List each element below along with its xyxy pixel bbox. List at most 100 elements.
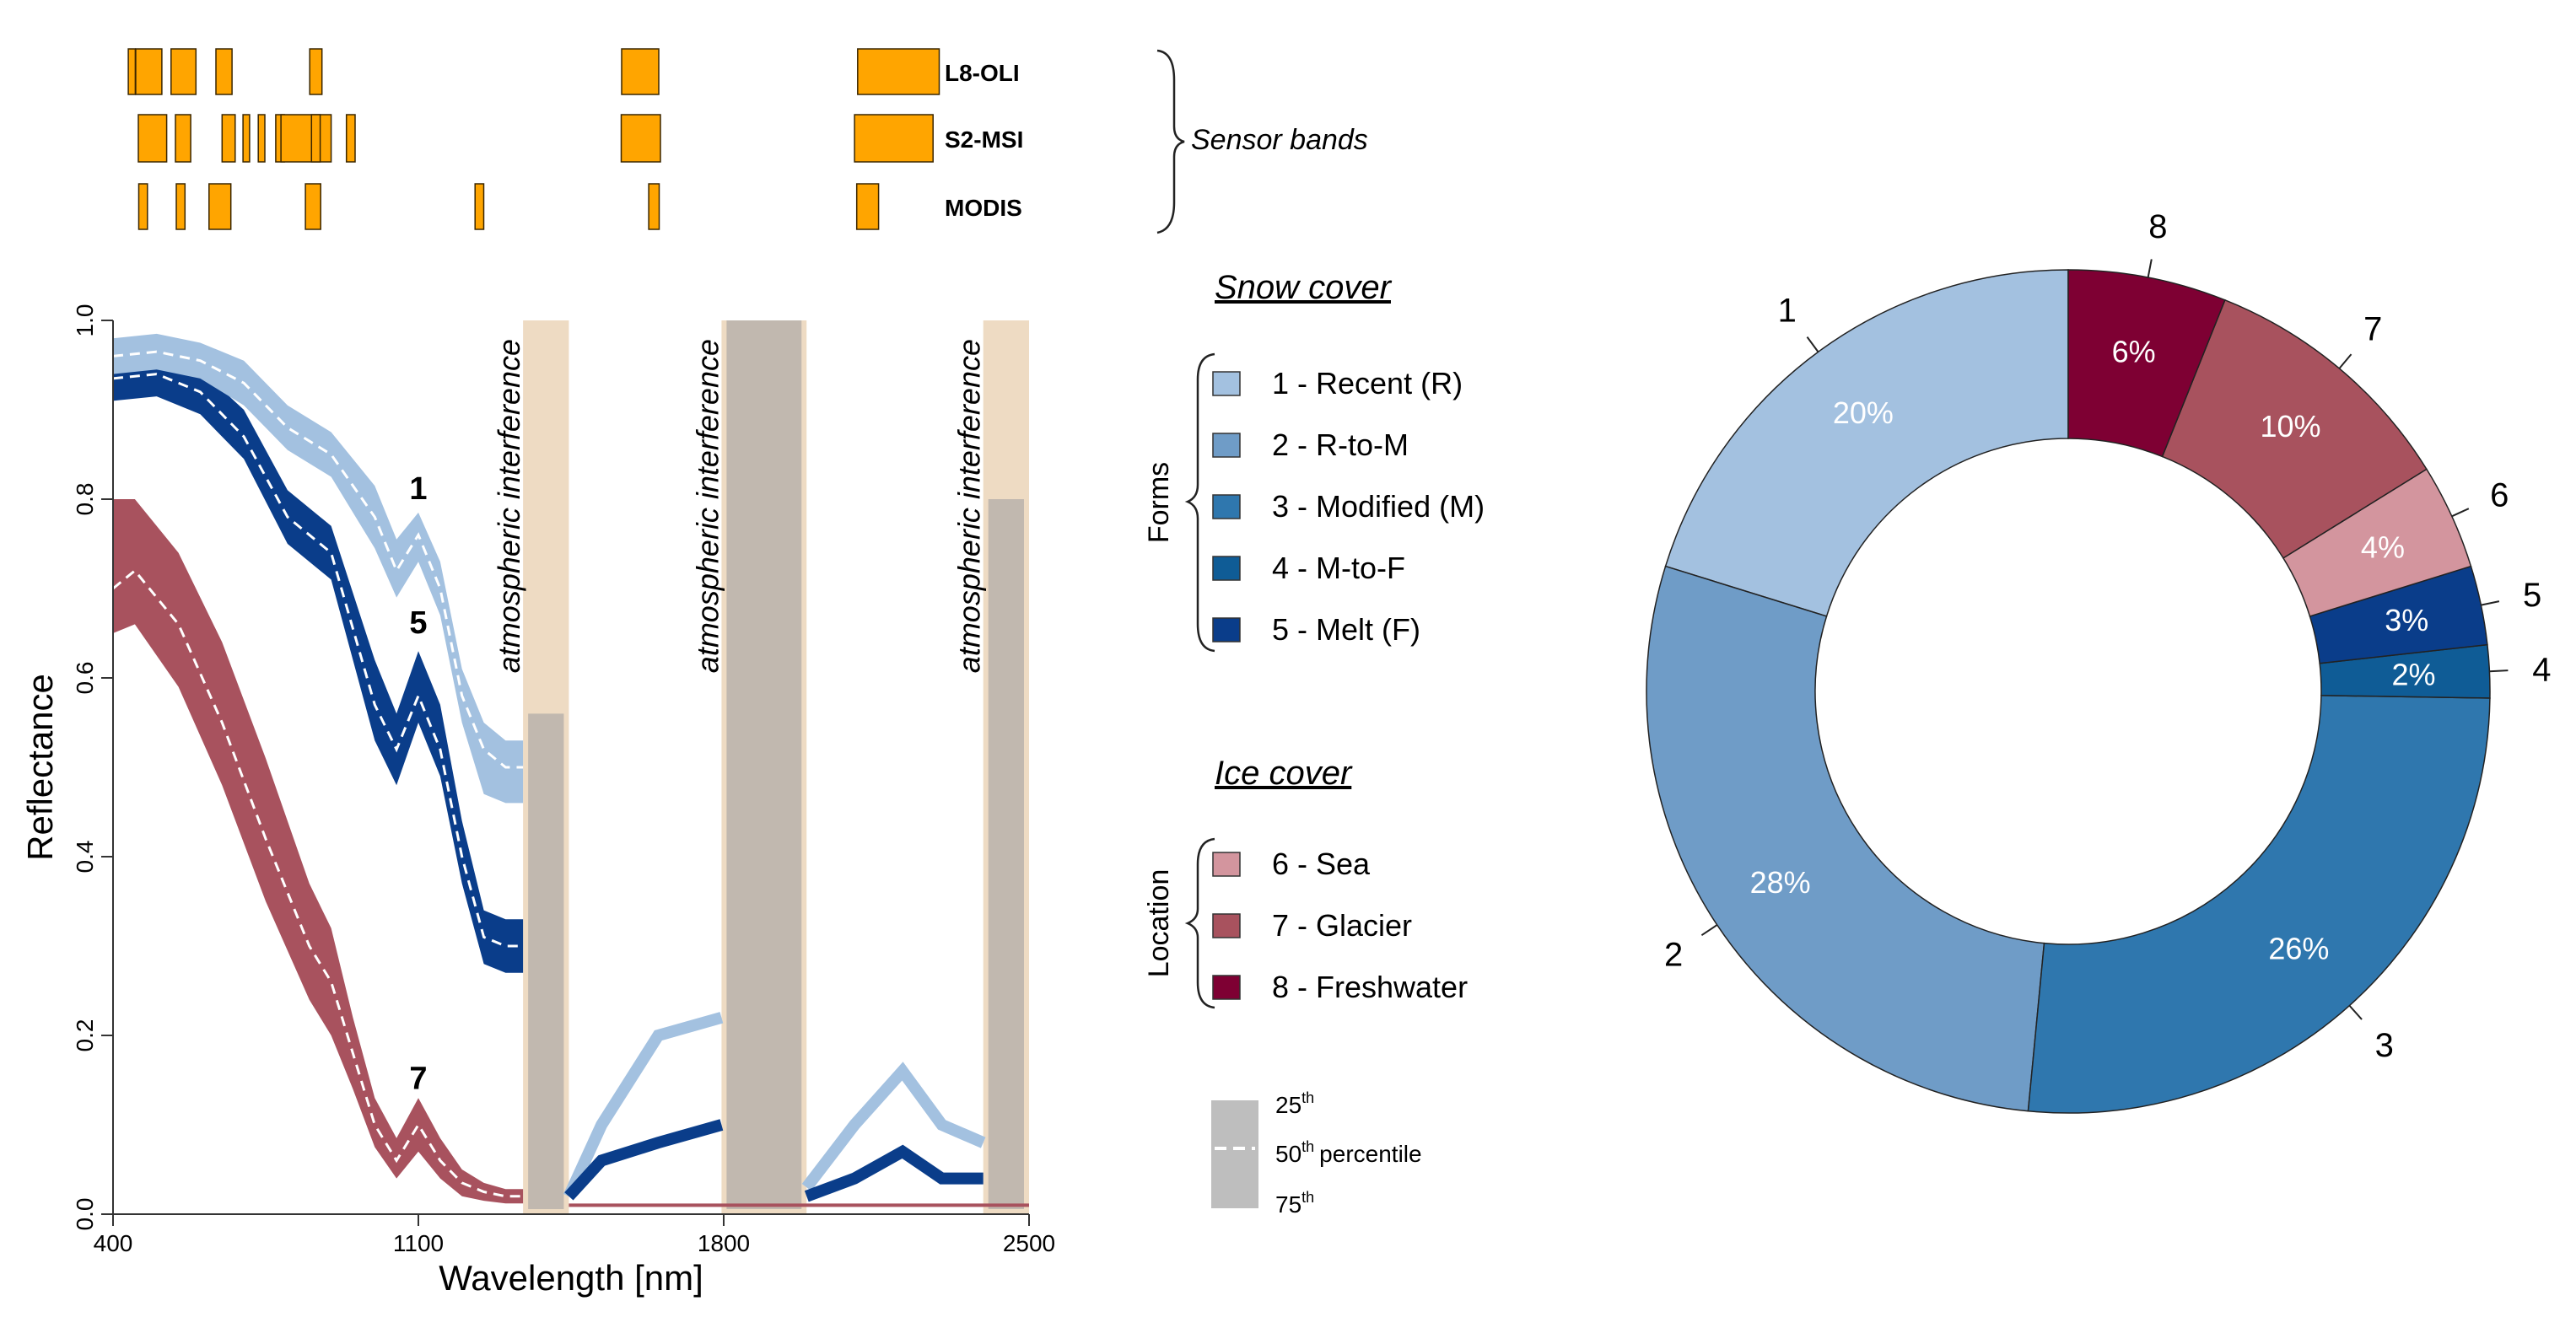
noise-overlay-3 <box>988 499 1024 1209</box>
y-tick-label-5: 1.0 <box>72 304 98 337</box>
axes: 400 1100 1800 2500 0.0 0.2 0.4 0.6 0.8 1.0 <box>72 304 1055 1256</box>
sensor-band-modis-2 <box>175 183 186 230</box>
y-tick-label-3: 0.6 <box>72 662 98 695</box>
atmospheric-band-1 <box>523 320 569 1214</box>
atmospheric-label-2: atmospheric interference <box>690 339 725 673</box>
donut-category-4: 4 <box>2532 651 2551 688</box>
donut-tick-5 <box>2481 600 2500 606</box>
x-tick-label-2500: 2500 <box>1003 1230 1055 1256</box>
snow-forms-brace <box>1184 352 1215 653</box>
percentile-75: 75th <box>1275 1189 1314 1218</box>
snow-legend-label-3: 3 - Modified (M) <box>1272 489 1485 524</box>
x-axis-label: Wavelength [nm] <box>439 1258 703 1298</box>
ice-legend-label-6: 6 - Sea <box>1272 847 1371 881</box>
series-tail-1 <box>563 1012 724 1199</box>
snow-legend-swatch-3 <box>1212 494 1241 519</box>
donut-value-4: 2% <box>2392 657 2436 691</box>
y-tick-label-4: 0.8 <box>72 483 98 516</box>
sensor-band-l8-oli-2 <box>135 48 163 95</box>
atmospheric-band-3 <box>983 320 1029 1214</box>
series-label-1: 1 <box>409 471 427 507</box>
donut-slice-2 <box>1646 565 2045 1112</box>
donut-value-5: 3% <box>2385 603 2428 637</box>
sensor-band-s2-msi-3 <box>221 114 236 163</box>
series-band-7 <box>113 499 524 1204</box>
snow-legend-swatch-2 <box>1212 433 1241 458</box>
donut-slice-8 <box>2067 269 2226 458</box>
sensor-band-l8-oli-4 <box>215 48 233 95</box>
x-tick-label-400: 400 <box>94 1230 133 1256</box>
donut-tick-2 <box>1700 924 1718 936</box>
donut-category-3: 3 <box>2375 1027 2394 1064</box>
donut-category-1: 1 <box>1778 292 1797 329</box>
series-median-7 <box>112 568 524 1198</box>
sensor-band-s2-msi-1 <box>137 114 168 163</box>
series-band-1 <box>113 333 524 804</box>
series-tail2-5 <box>804 1144 984 1202</box>
donut-chart: 20% 1 28% 2 26% 3 2% 4 3% 5 4% 6 10% 7 6% 8 <box>1646 208 2551 1114</box>
ice-location-brace <box>1184 837 1215 1009</box>
donut-value-3: 26% <box>2268 932 2329 966</box>
snow-legend-label-1: 1 - Recent (R) <box>1272 366 1463 401</box>
ice-legend-swatch-8 <box>1212 975 1241 1000</box>
y-tick-label-0: 0.0 <box>72 1198 98 1231</box>
sensor-band-l8-oli-5 <box>309 48 323 95</box>
x-tick-label-1100: 1100 <box>393 1230 444 1256</box>
sensor-band-s2-msi-5 <box>257 114 266 163</box>
sensor-band-s2-msi-10 <box>620 114 661 163</box>
sensor-band-s2-msi-2 <box>175 114 191 163</box>
sensor-name-modis: MODIS <box>945 195 1022 221</box>
series-tail-5 <box>564 1119 724 1201</box>
atmospheric-label-3: atmospheric interference <box>952 339 987 673</box>
sensor-band-modis-1 <box>137 183 148 230</box>
reflectance-plot: 7 5 1 atmospheric interference atmospheric … <box>20 304 1055 1298</box>
sensor-brace <box>1156 49 1185 234</box>
snow-legend-label-2: 2 - R-to-M <box>1272 427 1409 462</box>
sensor-name-s2-msi: S2-MSI <box>945 126 1023 153</box>
ice-legend-label-8: 8 - Freshwater <box>1272 970 1468 1004</box>
series-median-1 <box>112 350 524 769</box>
noise-overlay-1 <box>528 713 564 1209</box>
sensor-band-s2-msi-4 <box>242 114 251 163</box>
sensor-band-modis-7 <box>855 183 880 230</box>
sensor-name-l8-oli: L8-OLI <box>945 60 1020 86</box>
y-axis-label: Reflectance <box>20 674 60 861</box>
series-band-5 <box>113 356 524 973</box>
sensor-band-modis-4 <box>304 183 321 230</box>
donut-category-5: 5 <box>2523 577 2541 614</box>
snow-legend-label-4: 4 - M-to-F <box>1272 551 1405 585</box>
snow-legend-items: 1 - Recent (R) 2 - R-to-M 3 - Modified (M)… <box>1212 366 1485 647</box>
donut-tick-8 <box>2147 259 2153 278</box>
donut-value-7: 10% <box>2261 409 2321 444</box>
series-median-5 <box>112 373 524 948</box>
ice-location-label: Location <box>1143 869 1175 978</box>
sensor-band-l8-oli-6 <box>621 48 660 95</box>
noise-overlay-2 <box>726 320 802 1209</box>
donut-slice-1 <box>1664 269 2069 617</box>
atmospheric-label-1: atmospheric interference <box>492 339 526 673</box>
sensor-band-modis-6 <box>648 183 660 230</box>
percentile-swatch <box>1211 1100 1258 1208</box>
sensor-band-s2-msi-8 <box>310 114 321 163</box>
donut-tick-7 <box>2338 353 2352 369</box>
snow-legend-swatch-4 <box>1212 556 1241 581</box>
series-label-5: 5 <box>409 605 427 641</box>
percentile-25: 25th <box>1275 1089 1314 1118</box>
donut-tick-3 <box>2348 1004 2363 1020</box>
sensor-band-s2-msi-7 <box>280 114 332 163</box>
snow-legend-swatch-1 <box>1212 371 1241 396</box>
series-tail2-1 <box>801 1062 986 1191</box>
donut-category-7: 7 <box>2363 310 2382 347</box>
snow-legend-label-5: 5 - Melt (F) <box>1272 612 1420 647</box>
ice-cover-title: Ice cover <box>1215 755 1353 792</box>
sensor-band-l8-oli-7 <box>857 48 940 95</box>
ice-legend-items: 6 - Sea 7 - Glacier 8 - Freshwater <box>1212 847 1468 1004</box>
sensor-bands-title: Sensor bands <box>1191 124 1368 156</box>
ice-legend-swatch-6 <box>1212 852 1241 877</box>
y-tick-label-2: 0.4 <box>72 841 98 874</box>
sensor-bands-panel: L8-OLI S2-MSI MODIS <box>127 48 1023 230</box>
series-label-7: 7 <box>409 1062 427 1097</box>
y-tick-label-1: 0.2 <box>72 1019 98 1052</box>
donut-value-1: 20% <box>1833 395 1894 430</box>
